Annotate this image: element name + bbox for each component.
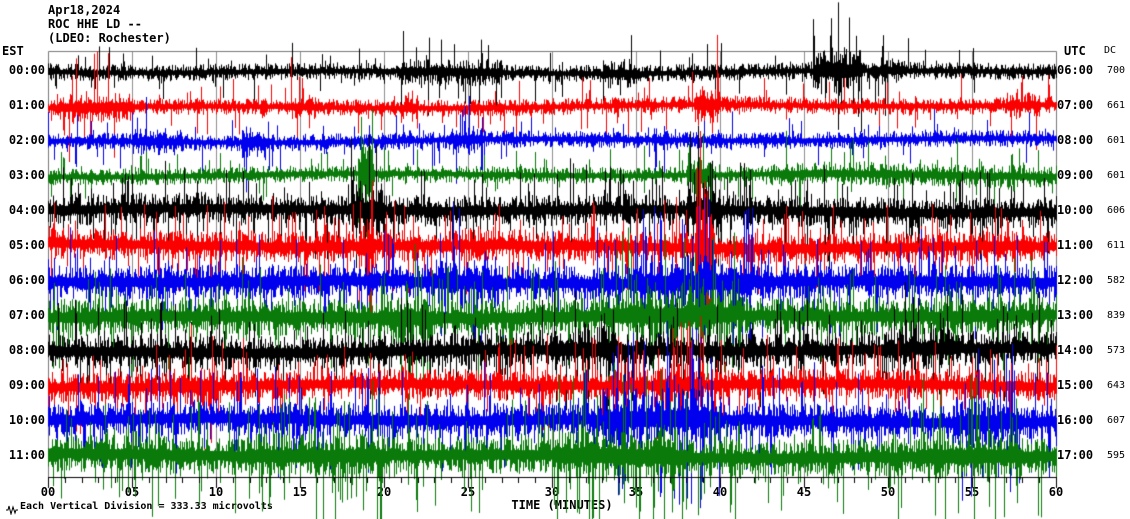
x-axis-tick-label: 10: [208, 485, 224, 499]
x-axis-tick-label: 00: [40, 485, 56, 499]
x-axis-title: TIME (MINUTES): [511, 498, 613, 512]
scale-note: Each Vertical Division = 333.33 microvol…: [20, 501, 273, 512]
utc-axis-header: UTC: [1064, 44, 1086, 58]
date-label: Apr18,2024: [48, 3, 121, 17]
est-time-label: 01:00: [8, 98, 45, 112]
dc-value: 606: [1106, 205, 1125, 216]
station-label: ROC HHE LD --: [48, 17, 142, 31]
x-axis-tick-label: 35: [628, 485, 644, 499]
dc-value: 595: [1106, 450, 1125, 461]
est-time-label: 07:00: [8, 308, 45, 322]
est-time-label: 00:00: [8, 63, 45, 77]
est-time-label: 06:00: [8, 273, 45, 287]
x-axis-tick-label: 40: [712, 485, 728, 499]
est-time-label: 02:00: [8, 133, 45, 147]
dc-value: 601: [1106, 170, 1125, 181]
title-block: Apr18,2024 ROC HHE LD -- (LDEO: Rocheste…: [48, 3, 171, 45]
dc-column-header: DC: [1104, 45, 1117, 56]
x-axis-tick-label: 20: [376, 485, 392, 499]
dc-value: 643: [1106, 380, 1125, 391]
x-axis-tick-label: 50: [880, 485, 896, 499]
dc-value: 573: [1106, 345, 1125, 356]
dc-value: 661: [1106, 100, 1125, 111]
x-axis-tick-label: 30: [544, 485, 560, 499]
dc-value: 839: [1106, 310, 1125, 321]
x-axis-tick-label: 15: [292, 485, 308, 499]
x-axis-tick-label: 05: [124, 485, 140, 499]
est-time-label: 03:00: [8, 168, 45, 182]
dc-value: 607: [1106, 415, 1125, 426]
est-time-label: 09:00: [8, 378, 45, 392]
est-time-label: 11:00: [8, 448, 45, 462]
dc-value: 700: [1106, 65, 1125, 76]
x-axis-tick-label: 25: [460, 485, 476, 499]
est-time-label: 10:00: [8, 413, 45, 427]
est-time-label: 05:00: [8, 238, 45, 252]
x-axis-tick-label: 60: [1048, 485, 1064, 499]
est-time-label: 08:00: [8, 343, 45, 357]
dc-value: 582: [1106, 275, 1125, 286]
x-axis-tick-label: 55: [964, 485, 980, 499]
network-label: (LDEO: Rochester): [48, 31, 171, 45]
est-time-label: 04:00: [8, 203, 45, 217]
x-axis-tick-label: 45: [796, 485, 812, 499]
dc-value: 611: [1106, 240, 1125, 251]
dc-value: 601: [1106, 135, 1125, 146]
est-axis-header: EST: [2, 44, 24, 58]
seismogram-wiggle-icon: [6, 505, 18, 515]
